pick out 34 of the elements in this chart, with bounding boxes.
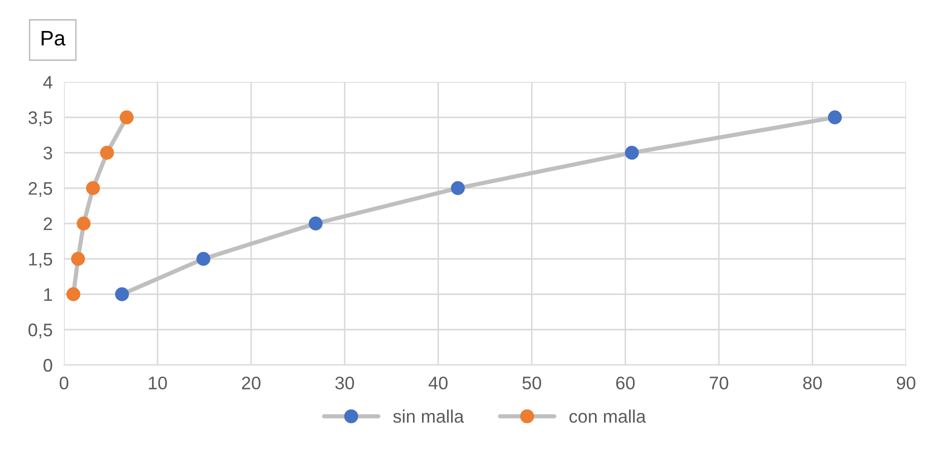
x-tick-label: 10 (148, 376, 167, 390)
point (120, 110, 134, 124)
x-tick-label: 30 (335, 376, 354, 390)
y-tick-label: 3 (44, 146, 52, 160)
y-tick-label: 1 (44, 288, 52, 301)
point (308, 216, 323, 230)
point (71, 252, 85, 266)
point (76, 216, 91, 230)
y-tick-label: 4 (43, 76, 52, 89)
point (66, 287, 80, 302)
point (450, 181, 465, 196)
x-tick-label: 40 (428, 376, 448, 390)
x-tick-label: 60 (616, 376, 635, 390)
legend-label: sin malla (393, 410, 464, 423)
y-tick-label: 2,5 (28, 182, 52, 197)
x-tick-label: 50 (522, 376, 542, 390)
x-tick-label: 80 (803, 376, 822, 390)
x-tick-label: 20 (242, 376, 260, 390)
y-tick-label: 0 (44, 358, 52, 372)
y-tick-label: 2 (44, 217, 52, 230)
y-axis-title: Pa (42, 31, 66, 46)
y-tick-label: 1,5 (29, 252, 52, 268)
x-tick-label: 70 (710, 376, 728, 390)
x-tick-label: 0 (60, 376, 68, 390)
point (624, 146, 639, 160)
legend-label: con malla (569, 410, 646, 423)
x-tick-label: 90 (896, 376, 916, 390)
point (196, 252, 210, 266)
y-tick-label: 0,5 (28, 324, 52, 338)
point (115, 287, 129, 302)
point (828, 110, 842, 124)
point (86, 181, 100, 196)
y-tick-label: 3,5 (28, 111, 52, 126)
point (100, 146, 114, 160)
